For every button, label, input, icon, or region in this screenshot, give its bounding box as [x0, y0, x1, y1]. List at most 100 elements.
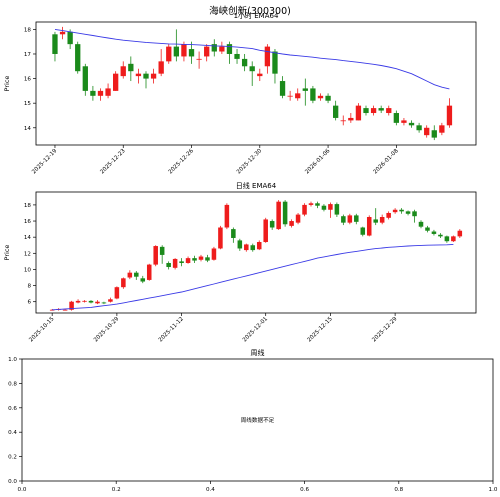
day-candle-body	[392, 209, 398, 213]
day-xtick-label: 2025-12-15	[307, 316, 335, 344]
day-candle-body	[263, 219, 268, 243]
h1-candle-body	[173, 46, 179, 57]
h1-candle-body	[128, 63, 134, 72]
day-candle-body	[354, 215, 359, 222]
week-xtick-label: 0.8	[394, 487, 403, 493]
day-candle-body	[211, 248, 217, 260]
day-candle-body	[295, 214, 301, 223]
day-candle-body	[347, 215, 353, 223]
h1-candle-body	[158, 61, 164, 74]
week-ytick-label: 1.0	[8, 357, 17, 363]
day-ytick-label: 8	[27, 284, 31, 290]
day-ema-line	[52, 243, 454, 311]
h1-ytick-label: 18	[24, 27, 32, 33]
h1-candle-body	[295, 93, 301, 99]
h1-candle-body	[355, 105, 362, 121]
day-candle-body	[321, 205, 327, 210]
day-candle-body	[179, 261, 184, 263]
week-xtick-label: 0.0	[18, 487, 27, 493]
h1-ytick-label: 14	[24, 126, 32, 132]
day-xtick-label: 2025-11-12	[158, 316, 185, 343]
h1-candle-body	[416, 125, 422, 131]
day-candle-body	[237, 240, 243, 249]
day-panel: 日线 EMA64 6 8 10 12 14 16 18 Price 2025-10-15 2025-…	[3, 181, 477, 344]
day-candle-body	[127, 272, 133, 278]
h1-candle-body	[310, 88, 316, 101]
figure-title: 海峡创新(300300)	[209, 6, 291, 17]
day-candle-body	[224, 204, 230, 228]
day-ytick-label: 10	[24, 267, 32, 273]
week-ytick-label: 0.0	[8, 479, 17, 485]
day-candle-body	[134, 272, 139, 277]
h1-candle-body	[272, 51, 278, 74]
day-candle-body	[218, 227, 223, 249]
h1-candle-body	[75, 44, 81, 72]
day-candle-body	[308, 203, 314, 205]
day-xtick-label: 2025-12-29	[371, 316, 399, 344]
h1-candle-body	[287, 95, 293, 97]
day-candle-body	[205, 257, 210, 261]
h1-ema-line	[54, 28, 450, 90]
day-candle-body	[185, 258, 191, 263]
h1-candle-body	[249, 66, 255, 72]
day-ylabel: Price	[3, 245, 11, 261]
h1-candle-body	[59, 31, 66, 35]
h1-candle-body	[188, 49, 195, 57]
day-candle-body	[153, 246, 158, 265]
day-candle-body	[373, 219, 378, 223]
day-candle-body	[334, 204, 340, 215]
day-candle-body	[444, 236, 450, 242]
day-frame	[35, 191, 477, 314]
week-ytick-label: 0.4	[8, 430, 17, 436]
day-candle-body	[386, 212, 391, 218]
h1-candle-body	[135, 73, 142, 77]
day-candle-body	[302, 204, 307, 215]
day-candle-body	[457, 230, 463, 237]
day-candle-body	[159, 246, 165, 255]
h1-candle-body	[408, 122, 415, 126]
h1-candle-body	[325, 95, 331, 101]
h1-candle-body	[393, 113, 399, 123]
week-xtick-label: 0.4	[206, 487, 215, 493]
day-candle-body	[379, 217, 385, 223]
day-candle-body	[121, 278, 126, 288]
day-candle-body	[75, 300, 81, 303]
day-candle-body	[412, 211, 417, 217]
day-candle-body	[256, 242, 262, 250]
h1-xtick-label: 2025-12-30	[236, 148, 264, 176]
h1-xtick-label: 2026-01-06	[304, 148, 332, 176]
day-candle-body	[418, 221, 424, 227]
h1-ytick-label: 16	[24, 77, 32, 83]
week-ytick-label: 0.6	[8, 406, 17, 412]
h1-candle-body	[97, 90, 104, 96]
week-xtick-label: 1.0	[489, 487, 498, 493]
h1-candle-body	[52, 34, 58, 54]
h1-frame	[35, 21, 477, 146]
h1-candle-body	[113, 73, 119, 91]
h1-candle-body	[302, 88, 308, 91]
day-candle-body	[166, 262, 171, 268]
day-ytick-label: 16	[24, 219, 32, 225]
h1-candle-body	[211, 44, 217, 52]
day-candle-body	[69, 301, 74, 310]
day-candle-body	[399, 209, 404, 212]
day-candle-body	[328, 204, 333, 210]
day-candle-body	[341, 216, 346, 223]
day-candle-body	[431, 231, 437, 234]
h1-candle-body	[317, 95, 324, 99]
day-candle-body	[425, 227, 430, 231]
day-candle-body	[140, 278, 146, 282]
day-candle-body	[198, 256, 204, 260]
day-candle-body	[244, 244, 249, 251]
day-candle-body	[438, 234, 443, 237]
week-frame	[21, 358, 494, 482]
h1-candle-body	[424, 127, 430, 136]
h1-candle-body	[241, 58, 248, 67]
day-ytick-label: 6	[27, 300, 31, 306]
h1-candle-body	[150, 73, 157, 79]
week-ytick-label: 0.8	[8, 381, 17, 387]
day-candle-body	[95, 301, 100, 304]
h1-candle-body	[264, 46, 271, 67]
day-candle-body	[146, 264, 152, 280]
h1-candle-body	[439, 125, 445, 133]
